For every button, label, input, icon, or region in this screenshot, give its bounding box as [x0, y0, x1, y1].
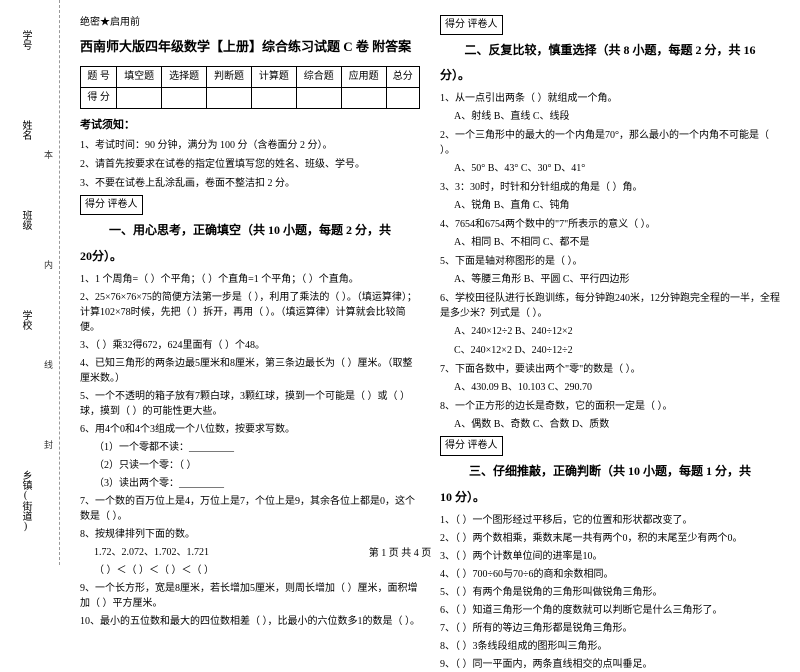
options: A、偶数 B、奇数 C、合数 D、质数 [454, 417, 780, 433]
section1-title: 一、用心思考，正确填空（共 10 小题，每题 2 分，共 [80, 221, 420, 240]
page-footer: 第 1 页 共 4 页 [0, 544, 800, 559]
question-sub: （1）一个零都不读：_________ [94, 440, 420, 456]
margin-hint-1: 本 [42, 150, 55, 159]
content-area: 绝密★启用前 西南师大版四年级数学【上册】综合练习试题 C 卷 附答案 题 号 … [60, 0, 800, 565]
options: A、240×12÷2 B、240÷12×2 [454, 324, 780, 340]
question: 6、学校田径队进行长跑训练，每分钟跑240米，12分钟跑完全程的一半，全程是多少… [440, 291, 780, 321]
question: 9、一个长方形，宽是8厘米，若长增加5厘米，则周长增加（ ）厘米，面积增加（ ）… [80, 581, 420, 611]
margin-hint-2: 内 [42, 260, 55, 269]
question: 3、（ ）乘32得672，624里面有（ ）个48。 [80, 338, 420, 353]
td-blank [251, 87, 296, 108]
question: 7、一个数的百万位上是4，万位上是7，个位上是9，其余各位上都是0，这个数是（ … [80, 494, 420, 524]
th-fill: 填空题 [117, 66, 162, 87]
score-box: 得分 评卷人 [440, 436, 503, 456]
score-box: 得分 评卷人 [440, 15, 503, 35]
section3-cont: 10 分）。 [440, 488, 780, 507]
question: 1、从一点引出两条（ ）就组成一个角。 [440, 91, 780, 106]
td-blank [162, 87, 207, 108]
td-score-label: 得 分 [81, 87, 117, 108]
notice-heading: 考试须知： [80, 117, 420, 135]
right-column: 得分 评卷人 二、反复比较，慎重选择（共 8 小题，每题 2 分，共 16 分）… [430, 15, 790, 540]
question-sub: （ ）＜（ ）＜（ ）＜（ ） [94, 563, 420, 579]
options: C、240×12×2 D、240÷12÷2 [454, 343, 780, 359]
margin-label-class: 班级 [18, 210, 33, 230]
exam-page: 学号 姓名 班级 学校 乡镇(街道) 本 内 线 封 绝密★启用前 西南师大版四… [0, 0, 800, 565]
exam-title: 西南师大版四年级数学【上册】综合练习试题 C 卷 附答案 [80, 37, 420, 58]
question: 4、7654和6754两个数中的"7"所表示的意义（ ）。 [440, 217, 780, 232]
table-row: 题 号 填空题 选择题 判断题 计算题 综合题 应用题 总分 [81, 66, 420, 87]
question: 2、一个三角形中的最大的一个内角是70°，那么最小的一个内角不可能是（ ）。 [440, 128, 780, 158]
binding-margin: 学号 姓名 班级 学校 乡镇(街道) 本 内 线 封 [0, 0, 60, 565]
question: 5、（ ）有两个角是锐角的三角形叫做锐角三角形。 [440, 585, 780, 600]
table-row: 得 分 [81, 87, 420, 108]
options: A、等腰三角形 B、平圆 C、平行四边形 [454, 272, 780, 288]
question: 2、25×76×76×75的简便方法第一步是（ ），利用了乘法的（ ）。（填运算… [80, 290, 420, 335]
question: 7、下面各数中，要读出两个"零"的数是（ ）。 [440, 362, 780, 377]
th-judge: 判断题 [207, 66, 252, 87]
td-blank [207, 87, 252, 108]
secret-label: 绝密★启用前 [80, 15, 420, 31]
th-total: 总分 [386, 66, 419, 87]
options: A、锐角 B、直角 C、钝角 [454, 198, 780, 214]
margin-label-id: 学号 [18, 30, 33, 50]
notice-item: 1、考试时间：90 分钟，满分为 100 分（含卷面分 2 分）。 [80, 138, 420, 154]
notice-item: 3、不要在试卷上乱涂乱画，卷面不整洁扣 2 分。 [80, 176, 420, 192]
question: 4、已知三角形的两条边最5厘米和8厘米，第三条边最长为（ ）厘米。（取整厘米数。… [80, 356, 420, 386]
td-blank [296, 87, 341, 108]
margin-label-school: 学校 [18, 310, 33, 330]
options: A、射线 B、直线 C、线段 [454, 109, 780, 125]
question: 8、按规律排列下面的数。 [80, 527, 420, 542]
th-choice: 选择题 [162, 66, 207, 87]
question: 7、（ ）所有的等边三角形都是锐角三角形。 [440, 621, 780, 636]
td-blank [117, 87, 162, 108]
margin-hint-3: 线 [42, 360, 55, 369]
section1-cont: 20分）。 [80, 247, 420, 266]
question: 6、（ ）知道三角形一个角的度数就可以判断它是什么三角形了。 [440, 603, 780, 618]
question: 5、一个不透明的箱子放有7颗白球，3颗红球，摸到一个可能是（ ）或（ ）球，摸到… [80, 389, 420, 419]
question-sub: （3）读出两个零：_________ [94, 476, 420, 492]
question: 4、（ ）700÷60与70÷6的商和余数相同。 [440, 567, 780, 582]
th-app: 应用题 [341, 66, 386, 87]
section2-title: 二、反复比较，慎重选择（共 8 小题，每题 2 分，共 16 [440, 41, 780, 60]
question: 5、下面是轴对称图形的是（ ）。 [440, 254, 780, 269]
options: A、50° B、43° C、30° D、41° [454, 161, 780, 177]
margin-label-name: 姓名 [18, 120, 33, 140]
question: 10、最小的五位数和最大的四位数相差（ ），比最小的六位数多1的数是（ ）。 [80, 614, 420, 629]
score-box: 得分 评卷人 [80, 195, 143, 215]
notice-item: 2、请首先按要求在试卷的指定位置填写您的姓名、班级、学号。 [80, 157, 420, 173]
left-column: 绝密★启用前 西南师大版四年级数学【上册】综合练习试题 C 卷 附答案 题 号 … [70, 15, 430, 540]
question: 1、（ ）一个图形经过平移后，它的位置和形状都改变了。 [440, 513, 780, 528]
question: 8、一个正方形的边长是奇数，它的面积一定是（ ）。 [440, 399, 780, 414]
margin-label-town: 乡镇(街道) [18, 470, 33, 532]
th-num: 题 号 [81, 66, 117, 87]
question: 6、用4个0和4个3组成一个八位数，按要求写数。 [80, 422, 420, 437]
question: 9、（ ）同一平面内，两条直线相交的点叫垂足。 [440, 657, 780, 672]
question: 1、1 个周角=（ ）个平角；（ ）个直角=1 个平角；（ ）个直角。 [80, 272, 420, 287]
score-table: 题 号 填空题 选择题 判断题 计算题 综合题 应用题 总分 得 分 [80, 66, 420, 109]
options: A、相同 B、不相同 C、都不是 [454, 235, 780, 251]
section3-title: 三、仔细推敲，正确判断（共 10 小题，每题 1 分，共 [440, 462, 780, 481]
margin-hint-4: 封 [42, 440, 55, 449]
th-calc: 计算题 [251, 66, 296, 87]
question: 3、3：30时，时针和分针组成的角是（ ）角。 [440, 180, 780, 195]
td-blank [386, 87, 419, 108]
section2-cont: 分）。 [440, 66, 780, 85]
th-comp: 综合题 [296, 66, 341, 87]
question-sub: （2）只读一个零：（ ） [94, 458, 420, 474]
td-blank [341, 87, 386, 108]
options: A、430.09 B、10.103 C、290.70 [454, 380, 780, 396]
question: 8、（ ）3条线段组成的图形叫三角形。 [440, 639, 780, 654]
